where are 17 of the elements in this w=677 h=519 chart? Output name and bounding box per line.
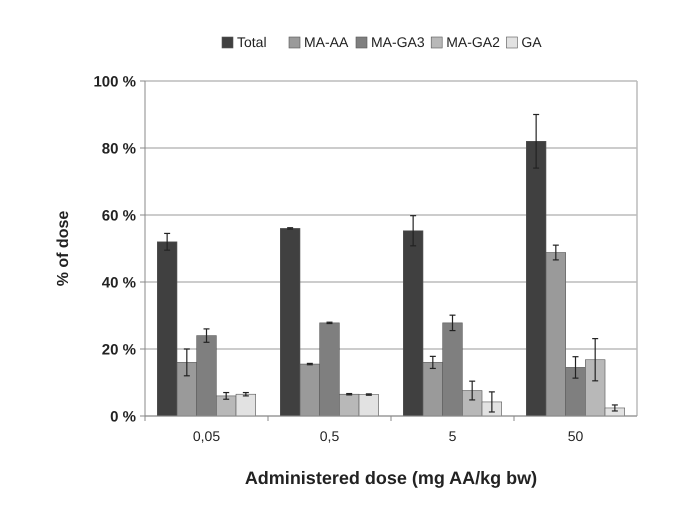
x-axis-title: Administered dose (mg AA/kg bw): [244, 468, 538, 488]
y-tick-label: 60 %: [102, 207, 136, 224]
x-tick-label: 5: [448, 428, 457, 444]
y-tick-label: 0 %: [110, 408, 136, 426]
legend-label: GA: [521, 34, 542, 50]
legend-label: MA-GA2: [446, 34, 500, 50]
y-tick-label: 80 %: [102, 140, 136, 158]
y-tick-label: 20 %: [102, 341, 136, 358]
y-axis-title: % of dose: [55, 210, 72, 286]
legend-label: MA-AA: [304, 34, 349, 50]
legend-label: Total: [237, 34, 267, 50]
x-tick-label: 0,5: [320, 428, 340, 444]
x-tick-label: 0,05: [192, 428, 220, 444]
x-tick-label: 50: [568, 428, 584, 444]
legend-label: MA-GA3: [371, 34, 425, 50]
y-tick-label: 40 %: [102, 274, 136, 292]
y-tick-label: 100 %: [93, 73, 136, 90]
